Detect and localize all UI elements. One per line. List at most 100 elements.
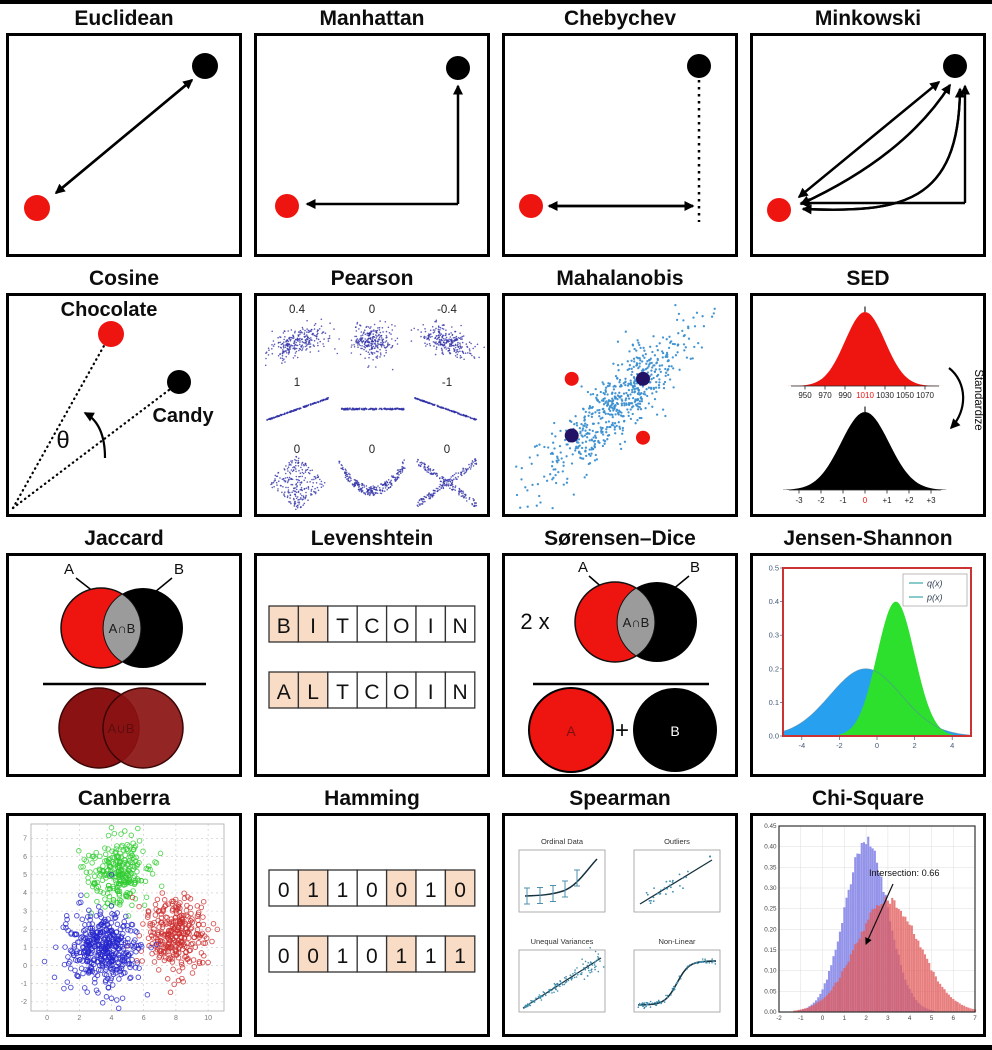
svg-text:-2: -2 xyxy=(776,1015,782,1022)
intersection-annotation: Intersection: 0.66 xyxy=(869,868,939,878)
tile-char: 0 xyxy=(278,945,290,968)
intersection-label: A∩B xyxy=(623,615,650,630)
tile-char: 0 xyxy=(366,879,378,902)
svg-text:0: 0 xyxy=(45,1015,49,1022)
panel-title-minkowski: Minkowski xyxy=(814,7,922,30)
tile xyxy=(356,671,388,709)
svg-text:0.35: 0.35 xyxy=(764,864,777,871)
tile-char: O xyxy=(393,681,409,704)
panel-cosine: Chocolate Candy θ xyxy=(6,293,242,517)
cell-sorensen-dice: Sørensen–Dice 2 x A B A∩B A + B xyxy=(496,524,744,784)
panel-title-jensen-shannon: Jensen-Shannon xyxy=(783,527,953,550)
tile xyxy=(444,605,476,643)
svg-text:0.4: 0.4 xyxy=(769,597,779,606)
plus-sign: + xyxy=(615,717,629,744)
tile-char: 0 xyxy=(454,879,466,902)
svg-text:1050: 1050 xyxy=(896,391,914,400)
svg-text:0: 0 xyxy=(863,496,868,505)
panel-sorensen-dice: 2 x A B A∩B A + B xyxy=(502,553,738,777)
panel-title-canberra: Canberra xyxy=(77,787,171,810)
point-chocolate xyxy=(98,321,124,347)
subplot-2 xyxy=(518,947,606,1013)
svg-text:5: 5 xyxy=(23,872,27,879)
tile-char: 0 xyxy=(307,945,319,968)
bottom-border-bar xyxy=(0,1045,992,1050)
svg-text:0.25: 0.25 xyxy=(764,906,777,913)
sorensen-dice-venn: 2 x A B A∩B A + B xyxy=(520,559,717,773)
outlier-point-red xyxy=(564,371,579,386)
cosine-diagram: Chocolate Candy θ xyxy=(11,299,214,510)
venn-intersection xyxy=(102,593,142,663)
svg-text:-2: -2 xyxy=(836,741,843,750)
tile xyxy=(297,935,329,973)
panel-euclidean xyxy=(6,33,242,257)
svg-text:970: 970 xyxy=(818,391,832,400)
circle-b xyxy=(633,688,717,772)
panel-title-hamming: Hamming xyxy=(324,787,420,810)
tile-char: N xyxy=(453,681,468,704)
tile-char: 1 xyxy=(337,879,349,902)
cell-chi-square: Chi-Square 0.00 0.05 0.10 0.15 0.20 0.25 0.30 0… xyxy=(744,784,992,1044)
set-a-label: A xyxy=(578,559,588,576)
top-border-bar xyxy=(0,0,992,4)
set-b-leader xyxy=(154,577,173,593)
tile xyxy=(444,935,476,973)
tile xyxy=(327,605,358,643)
panel-title-sorensen-dice: Sørensen–Dice xyxy=(544,527,696,550)
panel-title-spearman: Spearman xyxy=(569,787,671,810)
svg-text:0.15: 0.15 xyxy=(764,947,777,954)
venn-intersection xyxy=(616,587,656,657)
panel-jensen-shannon: 0.0 0.1 0.2 0.3 0.4 0.5 -4 -2 0 2 4 q(x) p(x) xyxy=(750,553,986,777)
distribution-curves: 950 970 990 1010 1030 1050 1070 -3 -2 -1 0 +1 +2 +3 xyxy=(783,306,947,505)
point-red xyxy=(275,194,299,218)
panel-chebychev xyxy=(502,33,738,257)
cell-pearson: Pearson 0.4 0 -0.4 1 -1 0 0 0 xyxy=(248,264,496,524)
factor-label: 2 x xyxy=(520,609,549,634)
svg-text:Outliers: Outliers xyxy=(664,837,690,846)
density-area xyxy=(783,601,971,736)
svg-text:8: 8 xyxy=(174,1015,178,1022)
cell-sed: SED 950 970 990 1010 1030 1050 1070 -3 -2 -1 0 +1 +2… xyxy=(744,264,992,524)
circle-a xyxy=(528,687,614,773)
euclidean-diagram xyxy=(24,53,218,221)
tile xyxy=(415,671,447,709)
point-black xyxy=(192,53,218,79)
svg-text:0.3: 0.3 xyxy=(769,631,779,640)
tile xyxy=(356,935,388,973)
tile-char: I xyxy=(428,681,434,704)
subplot-3 xyxy=(633,949,721,1013)
point-red xyxy=(519,194,543,218)
svg-text:-0.4: -0.4 xyxy=(437,304,457,316)
svg-text:0: 0 xyxy=(875,741,879,750)
panel-sed: 950 970 990 1010 1030 1050 1070 -3 -2 -1 0 +1 +2 +3 S… xyxy=(750,293,986,517)
svg-text:1: 1 xyxy=(843,1015,847,1022)
mahalanobis-scatter xyxy=(515,303,716,510)
tile-char: L xyxy=(307,681,319,704)
angle-arc-arrow xyxy=(83,412,107,459)
svg-text:0.10: 0.10 xyxy=(764,968,777,975)
svg-text:0.30: 0.30 xyxy=(764,885,777,892)
panel-manhattan xyxy=(254,33,490,257)
tile-char: 1 xyxy=(395,945,407,968)
cell-manhattan: Manhattan xyxy=(248,4,496,264)
red-distribution xyxy=(787,312,943,386)
svg-text:4: 4 xyxy=(23,890,27,897)
svg-text:1030: 1030 xyxy=(876,391,894,400)
panel-spearman: Ordinal Data Outliers Unequal Variances Non… xyxy=(502,813,738,1037)
svg-text:-2: -2 xyxy=(817,496,825,505)
set-a-label: A xyxy=(64,561,74,578)
minkowski-diagram xyxy=(767,54,970,222)
tile-char: T xyxy=(336,615,349,638)
svg-text:3: 3 xyxy=(886,1015,890,1022)
sed-distributions: 950 970 990 1010 1030 1050 1070 -3 -2 -1 0 +1 +2 +3 S… xyxy=(783,306,983,505)
svg-text:0.1: 0.1 xyxy=(769,698,779,707)
cell-cosine: Cosine Chocolate Candy θ xyxy=(0,264,248,524)
cell-chebychev: Chebychev xyxy=(496,4,744,264)
tile-char: 0 xyxy=(366,945,378,968)
p-norm-paths xyxy=(797,81,970,215)
panel-pearson: 0.4 0 -0.4 1 -1 0 0 0 xyxy=(254,293,490,517)
